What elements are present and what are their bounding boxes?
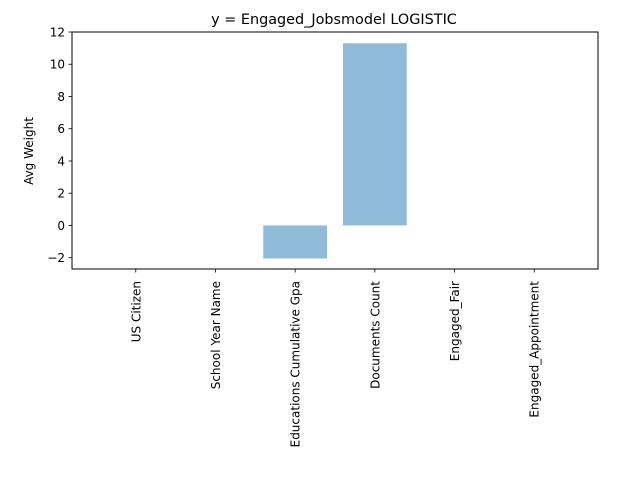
x-tick-label: Engaged_Appointment	[528, 281, 542, 418]
x-tick-label: Documents Count	[368, 281, 382, 389]
bar-educations-cumulative-gpa	[263, 225, 328, 259]
bars-layer	[263, 43, 407, 259]
plot-area-frame	[71, 31, 599, 270]
y-axis-ticks: −2 0 2 4 6 8 10 12	[47, 26, 72, 265]
y-tick-label: −2	[47, 251, 65, 265]
y-tick-label: 10	[50, 58, 65, 72]
x-axis-ticks: US Citizen School Year Name Educations Cum…	[129, 269, 542, 447]
x-tick-label: School Year Name	[209, 281, 223, 389]
y-tick-label: 4	[57, 154, 65, 168]
x-tick-label: US Citizen	[129, 281, 143, 342]
y-tick-label: 0	[57, 219, 65, 233]
y-tick-label: 2	[57, 187, 65, 201]
x-tick-label: Educations Cumulative Gpa	[289, 281, 303, 447]
chart-title: y = Engaged_Jobsmodel LOGISTIC	[211, 12, 457, 28]
y-tick-label: 6	[57, 122, 65, 136]
y-tick-label: 8	[57, 90, 65, 104]
x-tick-label: Engaged_Fair	[448, 281, 462, 361]
y-tick-label: 12	[50, 26, 65, 40]
bar-documents-count	[342, 43, 407, 226]
y-axis-label: Avg Weight	[22, 117, 36, 185]
